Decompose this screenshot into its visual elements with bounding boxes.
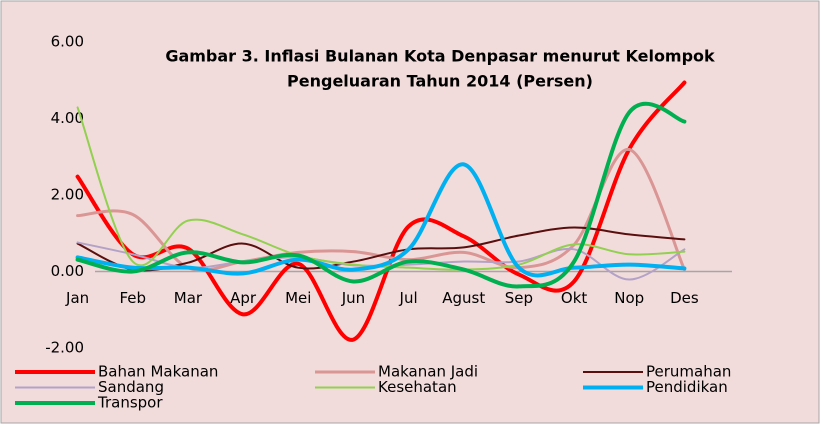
series-line xyxy=(75,101,687,289)
legend-label: Kesehatan xyxy=(378,378,457,396)
x-tick-label: Agust xyxy=(442,289,485,307)
x-tick-label: Jul xyxy=(399,289,418,307)
legend-label: Transpor xyxy=(97,394,163,412)
y-tick-label: 4.00 xyxy=(51,109,84,127)
x-tick-label: Apr xyxy=(230,289,257,307)
x-tick-label: Jun xyxy=(341,289,365,307)
y-tick-label: 0.00 xyxy=(51,262,84,280)
chart-title: Pengeluaran Tahun 2014 (Persen) xyxy=(287,72,593,91)
legend-label: Bahan Makanan xyxy=(98,363,218,381)
legend-label: Pendidikan xyxy=(646,378,728,396)
series-line xyxy=(75,80,687,342)
series-line xyxy=(75,162,687,278)
legend-label: Makanan Jadi xyxy=(378,363,478,381)
y-tick-label: -2.00 xyxy=(45,339,84,357)
x-tick-label: Mei xyxy=(285,289,311,307)
x-tick-label: Mar xyxy=(174,289,203,307)
series-line xyxy=(76,106,686,271)
x-tick-label: Sep xyxy=(505,289,533,307)
y-tick-label: 6.00 xyxy=(51,33,84,51)
x-tick-label: Okt xyxy=(561,289,587,307)
legend-label: Sandang xyxy=(98,378,164,396)
x-tick-label: Jan xyxy=(65,289,89,307)
x-tick-label: Nop xyxy=(614,289,644,307)
x-tick-label: Des xyxy=(670,289,699,307)
chart-title: Gambar 3. Inflasi Bulanan Kota Denpasar … xyxy=(165,47,715,66)
x-tick-label: Feb xyxy=(119,289,146,307)
legend-label: Perumahan xyxy=(646,363,731,381)
series-line xyxy=(76,226,686,272)
y-tick-label: 2.00 xyxy=(51,186,84,204)
